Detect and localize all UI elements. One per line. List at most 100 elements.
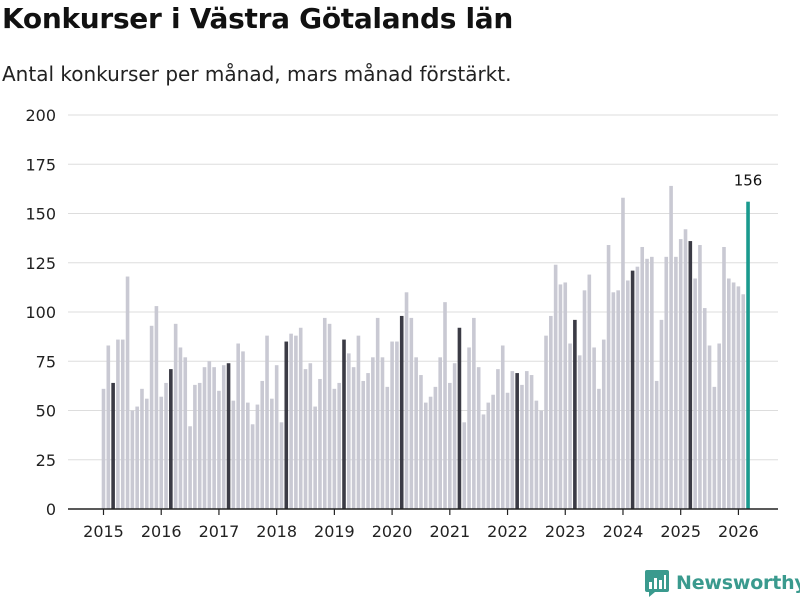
- bar: [674, 256, 678, 509]
- bar: [491, 394, 495, 509]
- bar: [606, 245, 611, 509]
- x-tick-label: 2017: [199, 522, 240, 541]
- bar: [279, 422, 284, 509]
- bar: [274, 365, 279, 509]
- bar: [120, 339, 125, 509]
- y-tick-label: 200: [25, 106, 56, 125]
- bar: [486, 402, 491, 509]
- bar: [226, 363, 231, 509]
- bar: [183, 357, 188, 509]
- bar: [327, 323, 332, 509]
- bar: [558, 284, 563, 509]
- bar: [645, 258, 649, 509]
- x-tick-label: 2015: [83, 522, 124, 541]
- bar: [217, 390, 221, 509]
- bar: [173, 323, 178, 509]
- bar: [712, 386, 717, 509]
- bar: [592, 347, 596, 509]
- bar: [289, 333, 293, 509]
- bar: [144, 398, 149, 509]
- bar: [698, 245, 702, 509]
- x-tick-label: 2024: [603, 522, 644, 541]
- bar: [265, 335, 269, 509]
- bar: [313, 406, 317, 509]
- bar: [587, 274, 592, 509]
- bar: [654, 380, 659, 509]
- bar: [188, 426, 192, 509]
- bar: [534, 400, 539, 509]
- x-tick-label: 2023: [545, 522, 586, 541]
- bar: [520, 384, 524, 509]
- bar: [197, 382, 202, 509]
- x-tick-label: 2018: [256, 522, 297, 541]
- bar: [582, 290, 587, 509]
- bar: [395, 341, 399, 509]
- bar: [568, 343, 572, 509]
- bar: [409, 317, 414, 509]
- bar: [635, 266, 640, 509]
- bar: [457, 327, 462, 509]
- bar: [616, 290, 620, 509]
- y-tick-label: 150: [25, 205, 56, 224]
- bar: [505, 392, 510, 509]
- y-tick-label: 175: [25, 155, 56, 174]
- bar: [428, 396, 433, 509]
- bar: [688, 241, 693, 509]
- bar: [419, 375, 423, 509]
- bar: [702, 308, 707, 509]
- y-tick-label: 100: [25, 303, 56, 322]
- newsworthy-brand: Newsworthy: [644, 566, 800, 600]
- bar: [731, 282, 736, 509]
- bar: [375, 317, 380, 509]
- bar: [433, 386, 438, 509]
- chart-title: Konkurser i Västra Götalands län: [2, 2, 514, 35]
- bar: [443, 302, 447, 509]
- brand-name: Newsworthy: [676, 572, 800, 594]
- bar: [659, 319, 664, 509]
- bar: [366, 373, 370, 509]
- bar: [539, 410, 544, 509]
- y-tick-label: 0: [46, 500, 56, 519]
- bar: [496, 369, 500, 509]
- bar: [399, 315, 404, 509]
- bar: [101, 388, 106, 509]
- x-tick-label: 2022: [487, 522, 528, 541]
- bar: [255, 404, 260, 509]
- bar: [741, 294, 746, 509]
- bar: [529, 375, 534, 509]
- bar: [650, 256, 654, 509]
- bar: [693, 278, 697, 509]
- bar: [423, 402, 428, 509]
- bar: [621, 197, 625, 510]
- bar-latest: [746, 201, 750, 509]
- bar: [140, 388, 144, 509]
- bar: [515, 373, 519, 509]
- bar: [553, 264, 558, 509]
- bar: [524, 371, 529, 509]
- bar: [106, 345, 111, 509]
- newsworthy-logo-icon: [645, 570, 669, 597]
- bar: [390, 341, 394, 509]
- bar: [342, 339, 346, 509]
- bar: [601, 339, 606, 509]
- bar: [683, 229, 688, 509]
- bar: [149, 325, 154, 509]
- bar: [164, 382, 168, 509]
- bar: [597, 388, 601, 509]
- bar: [294, 335, 298, 509]
- bar: [707, 345, 712, 509]
- bar: [500, 345, 505, 509]
- bar: [544, 335, 548, 509]
- latest-value-label: 156: [734, 172, 763, 190]
- bar: [351, 367, 356, 509]
- bar: [212, 367, 216, 509]
- bar: [318, 378, 322, 509]
- bar: [193, 384, 197, 509]
- bar: [462, 422, 467, 509]
- bar: [563, 282, 568, 509]
- bar: [135, 406, 139, 509]
- bar: [678, 239, 683, 510]
- bar: [549, 315, 553, 509]
- bar: [727, 278, 731, 509]
